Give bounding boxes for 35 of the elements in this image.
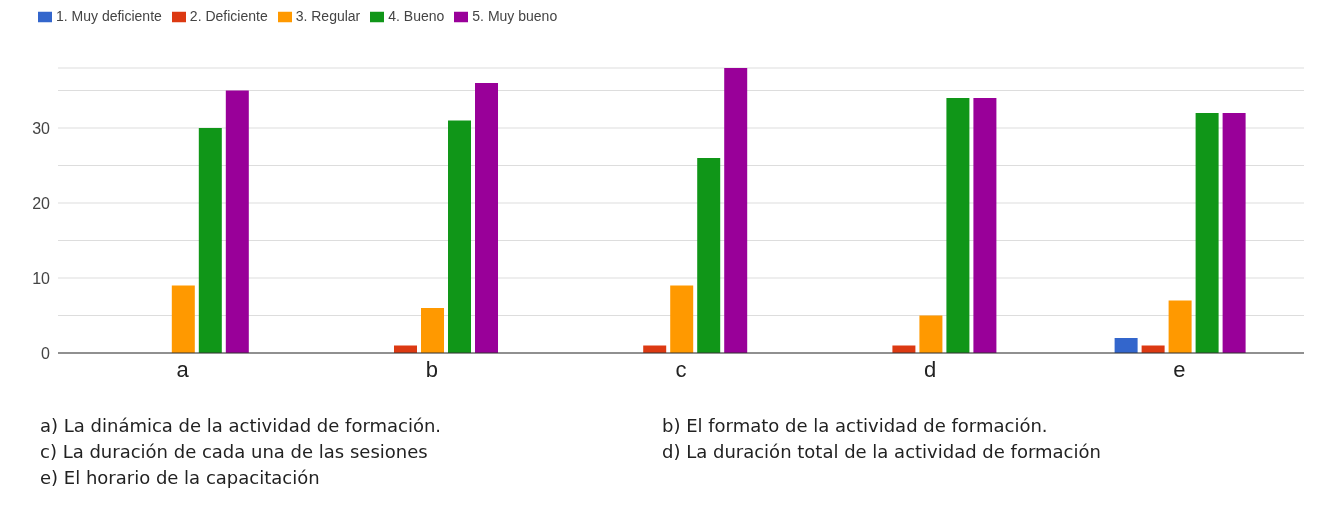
y-tick-label: 10: [32, 269, 51, 287]
bar: [973, 98, 997, 353]
bar: [919, 315, 943, 353]
bar: [1195, 113, 1219, 353]
y-tick-label: 0: [41, 344, 51, 362]
text: a) La dinámica de la actividad de formación.: [40, 414, 443, 438]
bar: [1114, 338, 1138, 353]
text: e) El horario de la capacitación: [40, 466, 321, 490]
y-tick-label: 20: [32, 194, 51, 212]
legend-label: 3. Regular: [295, 8, 361, 24]
x-tick-label: b: [425, 356, 438, 382]
bar: [171, 285, 195, 353]
legend-label: 5. Muy bueno: [472, 8, 558, 24]
y-tick-label: 30: [32, 119, 51, 137]
x-tick-label: e: [1173, 356, 1186, 382]
x-tick-label: c: [675, 356, 687, 382]
bar: [1222, 113, 1246, 353]
bar: [724, 68, 748, 353]
bar: [670, 285, 694, 353]
bar: [198, 128, 222, 353]
bar: [475, 83, 499, 353]
legend-label: 1. Muy deficiente: [56, 8, 162, 24]
legend-label: 4. Bueno: [388, 8, 445, 24]
bar: [225, 90, 249, 353]
text: d) La duración total de la actividad de formación: [662, 440, 1102, 464]
text: b) El formato de la actividad de formación.: [662, 414, 1049, 438]
x-tick-label: a: [176, 356, 190, 382]
bar: [697, 158, 721, 353]
x-tick-label: d: [924, 356, 937, 382]
bar: [448, 120, 472, 353]
bar: [946, 98, 970, 353]
bar: [421, 308, 445, 353]
legend-label: 2. Deficiente: [189, 8, 268, 24]
text: c) La duración de cada una de las sesiones: [40, 440, 429, 464]
bar: [1168, 300, 1192, 353]
